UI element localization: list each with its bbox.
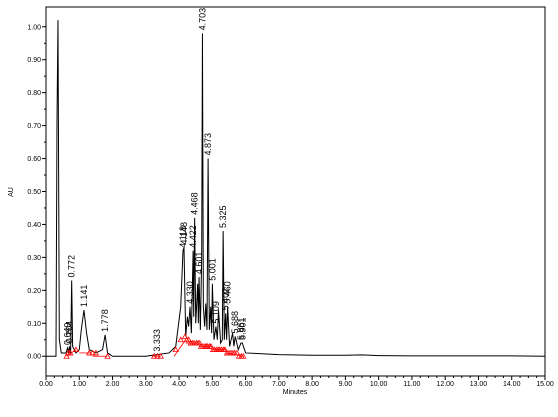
y-tick-label: 0.80: [27, 90, 41, 97]
x-tick-label: 7.00: [272, 381, 286, 388]
x-tick-label: 13.00: [470, 381, 488, 388]
x-tick-label: 0.00: [39, 381, 53, 388]
boundary-marker: [154, 352, 161, 359]
peak-label: 5.325: [218, 206, 228, 229]
plot-frame: [45, 6, 546, 377]
x-tick-label: 5.00: [206, 381, 220, 388]
peak-label: 0.704: [64, 321, 74, 344]
boundary-marker: [196, 339, 203, 346]
x-tick-label: 9.00: [339, 381, 353, 388]
boundary-marker: [181, 333, 189, 339]
boundary-marker: [67, 349, 74, 356]
x-axis-title: Minutes: [283, 389, 308, 396]
y-tick-label: 0.90: [27, 57, 41, 64]
x-tick-label: 2.00: [106, 381, 120, 388]
x-tick-label: 14.00: [503, 381, 521, 388]
peak-label: 4.873: [203, 133, 213, 156]
peak-label: 0.649: [63, 322, 73, 345]
y-tick-label: 0.40: [27, 222, 41, 229]
boundary-marker: [72, 346, 80, 353]
x-axis: 0.00 1.00 2.00 3.00 4.00 5.00 6.00 7.00 8.00 9.00…: [39, 376, 554, 388]
integration-markers: [63, 333, 247, 359]
peak-label: 1.778: [100, 309, 110, 332]
peak-label: 4.330: [185, 281, 195, 304]
y-tick-label: 1.00: [27, 24, 41, 31]
x-tick-label: 12.00: [436, 381, 454, 388]
x-tick-label: 6.00: [239, 381, 253, 388]
boundary-marker: [177, 336, 184, 343]
peak-label: 3.333: [152, 329, 162, 352]
peak-label: 1.141: [79, 285, 89, 308]
peak-label: 4.468: [190, 192, 200, 215]
peak-label: 4.703: [197, 8, 207, 31]
boundary-marker: [104, 352, 111, 359]
peak-label: 4.148: [179, 222, 189, 245]
x-tick-label: 11.00: [403, 381, 420, 388]
peak-label: 5.001: [207, 258, 217, 281]
x-tick-label: 15.00: [536, 381, 554, 388]
peak-label: 5.460: [223, 281, 233, 304]
boundary-marker: [172, 346, 179, 353]
y-tick-label: 0.10: [27, 321, 41, 328]
x-tick-label: 4.00: [172, 381, 186, 388]
baseline-segment: [173, 339, 187, 357]
x-tick-label: 1.00: [72, 381, 86, 388]
boundary-marker: [233, 349, 241, 356]
peak-label: 4.422: [188, 225, 198, 248]
peak-label: 5.109: [211, 301, 221, 324]
x-tick-label: 8.00: [305, 381, 319, 388]
boundary-marker: [240, 352, 247, 359]
y-tick-label: 0.00: [27, 354, 41, 361]
peak-label: 4.118: [178, 226, 188, 248]
boundary-marker: [92, 349, 100, 356]
y-tick-label: 0.50: [27, 189, 41, 196]
peak-label: 4.601: [194, 252, 204, 275]
boundary-marker: [63, 352, 70, 359]
y-tick-label: 0.60: [27, 156, 41, 163]
boundary-marker: [157, 352, 164, 359]
boundary-marker: [207, 343, 215, 349]
boundary-marker: [86, 349, 93, 356]
y-tick-label: 0.70: [27, 123, 41, 130]
peak-label: 0.772: [67, 255, 77, 278]
y-tick-label: 0.20: [27, 288, 41, 295]
boundary-marker: [221, 346, 229, 353]
peak-label: 5.688: [230, 311, 240, 334]
peak-label: 5.402: [221, 288, 231, 311]
boundary-marker: [185, 336, 192, 343]
y-axis-title: AU: [8, 187, 15, 197]
peak-label: 5.901: [237, 318, 247, 341]
chromatogram-trace: [46, 20, 546, 357]
y-tick-label: 0.30: [27, 255, 41, 262]
boundary-marker: [89, 349, 96, 356]
y-axis: 0.00 0.10 0.20 0.30 0.40 0.50 0.60 0.70 0.80 0.90…: [27, 24, 46, 361]
x-tick-label: 3.00: [139, 381, 153, 388]
peak-label: 5.861: [236, 318, 246, 341]
boundary-marker: [150, 352, 158, 359]
x-tick-label: 10.00: [370, 381, 388, 388]
